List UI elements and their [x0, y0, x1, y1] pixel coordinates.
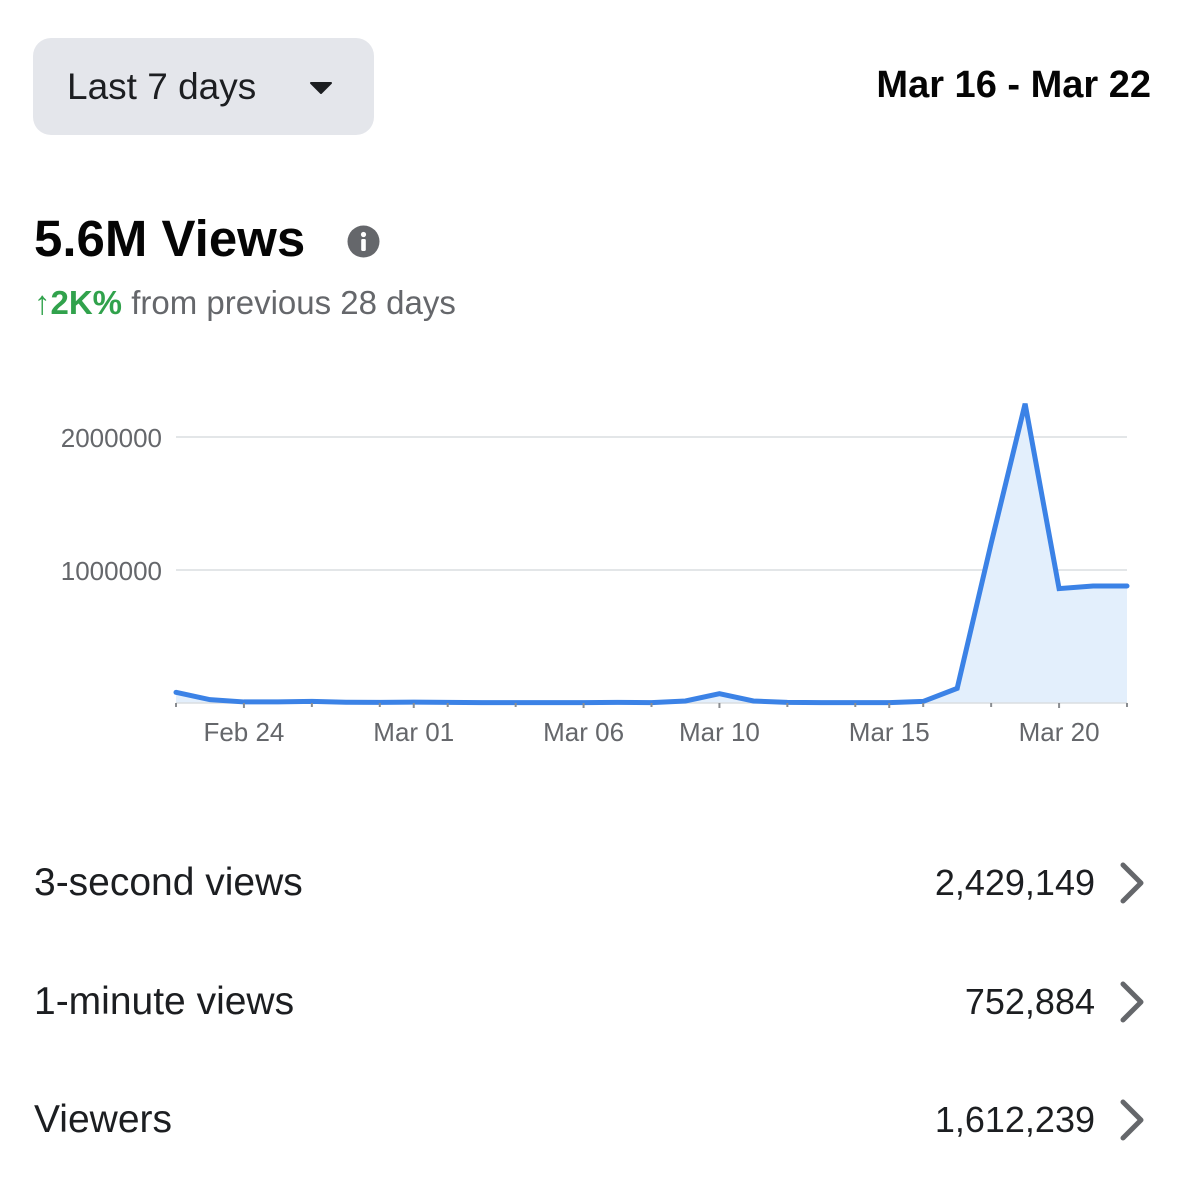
metric-value: 2,429,149 — [934, 862, 1095, 903]
metric-row-3-second-views[interactable]: 3-second views 2,429,149 — [34, 843, 1147, 923]
chevron-right-icon — [1120, 862, 1144, 904]
change-value: ↑2K% — [34, 284, 123, 321]
metric-value: 1,612,239 — [934, 1099, 1095, 1140]
date-range-text: Mar 16 - Mar 22 — [876, 64, 1151, 106]
y-tick-label: 1000000 — [61, 556, 162, 586]
series-area — [176, 403, 1127, 703]
change-summary: ↑2K% from previous 28 days — [34, 284, 456, 322]
series-line — [173, 403, 1130, 706]
chevron-right-icon — [1120, 981, 1144, 1023]
y-tick-label: 2000000 — [61, 423, 162, 453]
x-tick-label: Mar 20 — [1019, 717, 1100, 747]
metric-row-viewers[interactable]: Viewers 1,612,239 — [34, 1080, 1147, 1160]
metric-label: 3-second views — [34, 861, 303, 904]
views-chart: 2000000 1000000 Feb 24 Mar 01 Mar 06 Mar 10 Ma… — [61, 403, 1130, 747]
views-total-heading: 5.6M Views — [34, 210, 306, 267]
info-icon[interactable] — [347, 225, 380, 258]
x-tick-label: Mar 10 — [679, 717, 760, 747]
date-range-dropdown-label: Last 7 days — [67, 65, 257, 107]
x-tick-label: Feb 24 — [203, 717, 284, 747]
x-tick-label: Mar 15 — [849, 717, 930, 747]
x-tick-label: Mar 06 — [543, 717, 624, 747]
metric-value: 752,884 — [964, 981, 1095, 1022]
chevron-right-icon — [1120, 1099, 1144, 1141]
caret-down-icon — [310, 82, 332, 94]
x-tick-label: Mar 01 — [373, 717, 454, 747]
metric-label: Viewers — [34, 1098, 173, 1141]
metric-row-1-minute-views[interactable]: 1-minute views 752,884 — [34, 962, 1147, 1042]
date-range-dropdown[interactable]: Last 7 days — [33, 38, 374, 135]
change-text: from previous 28 days — [122, 284, 456, 321]
metric-label: 1-minute views — [34, 980, 295, 1023]
